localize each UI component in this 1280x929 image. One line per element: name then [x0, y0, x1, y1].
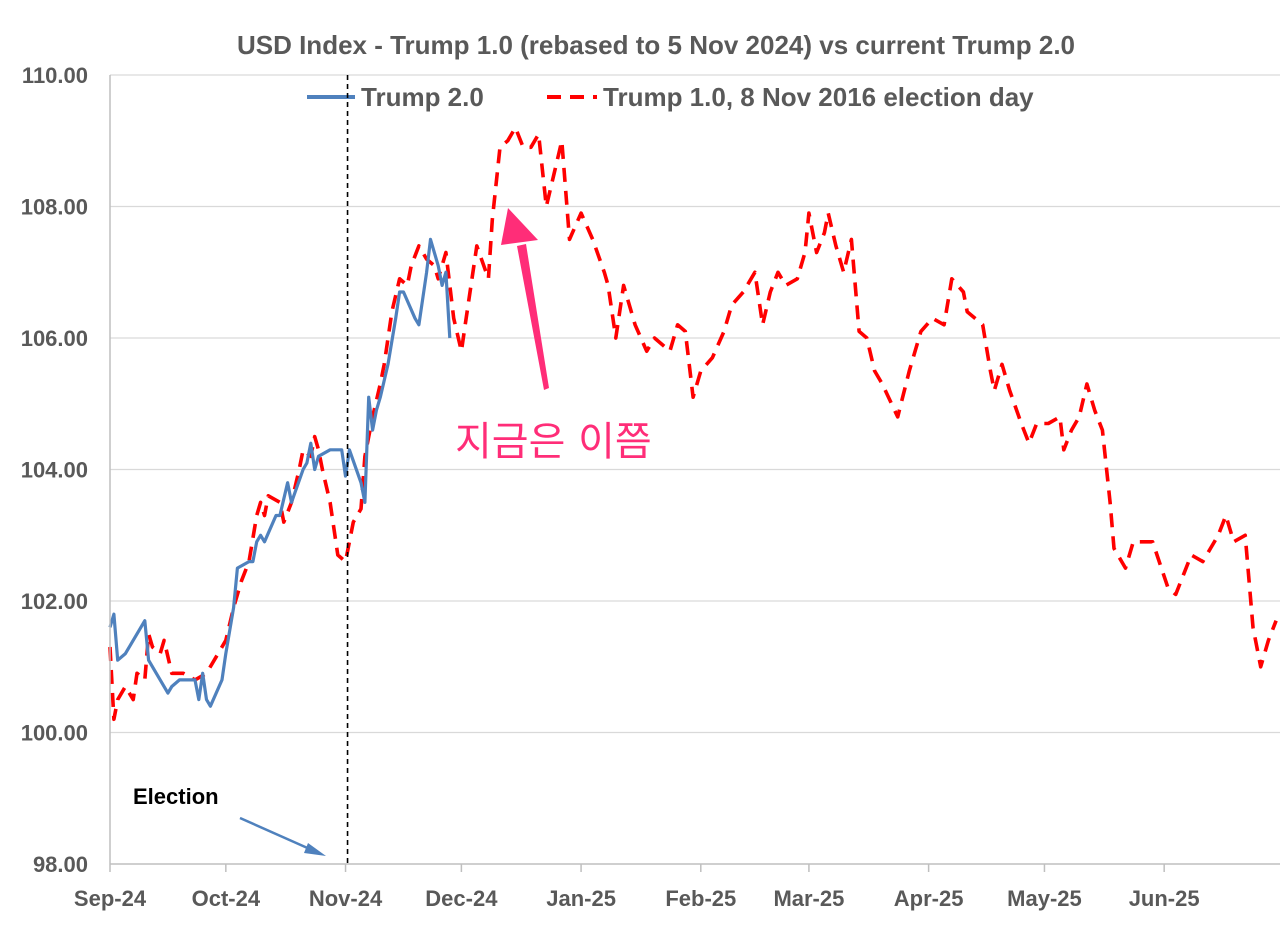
x-tick-label: May-25: [1007, 886, 1082, 911]
chart-title: USD Index - Trump 1.0 (rebased to 5 Nov …: [237, 30, 1075, 60]
election-arrow: [239, 816, 326, 856]
y-tick-label: 106.00: [21, 326, 88, 351]
axes: [109, 75, 1280, 872]
x-tick-label: Oct-24: [192, 886, 261, 911]
x-tick-label: Apr-25: [894, 886, 964, 911]
x-tick-label: Jun-25: [1129, 886, 1200, 911]
y-tick-label: 108.00: [21, 195, 88, 220]
election-annotation: Election: [133, 784, 219, 809]
x-tick-labels: Sep-24 Oct-24 Nov-24 Dec-24 Jan-25 Feb-25 Mar-…: [74, 886, 1200, 911]
legend-label-trump-1-0: Trump 1.0, 8 Nov 2016 election day: [603, 82, 1034, 112]
gridlines: [110, 74, 1280, 734]
x-tick-label: Sep-24: [74, 886, 147, 911]
y-tick-label: 110.00: [22, 63, 88, 88]
x-tick-label: Mar-25: [773, 886, 844, 911]
y-tick-label: 100.00: [21, 721, 88, 746]
series-layer: [108, 125, 1278, 722]
x-tick-label: Nov-24: [309, 886, 383, 911]
y-tick-labels: 98.00 100.00 102.00 104.00 106.00 108.00 110.0…: [21, 63, 88, 877]
x-tick-label: Jan-25: [546, 886, 616, 911]
x-tick-label: Feb-25: [665, 886, 736, 911]
y-tick-label: 104.00: [21, 458, 88, 483]
legend: Trump 2.0 Trump 1.0, 8 Nov 2016 election…: [307, 82, 1034, 112]
y-tick-label: 102.00: [21, 589, 88, 614]
current-position-arrow: [501, 208, 549, 390]
series-line-trump-1-0-8-nov-2016-election-day: [108, 125, 1278, 722]
series-line-trump-2-0: [108, 237, 452, 708]
legend-label-trump-2-0: Trump 2.0: [361, 82, 484, 112]
current-position-annotation: 지금은 이쯤: [455, 419, 652, 465]
x-tick-label: Dec-24: [425, 886, 498, 911]
y-tick-label: 98.00: [33, 852, 88, 877]
